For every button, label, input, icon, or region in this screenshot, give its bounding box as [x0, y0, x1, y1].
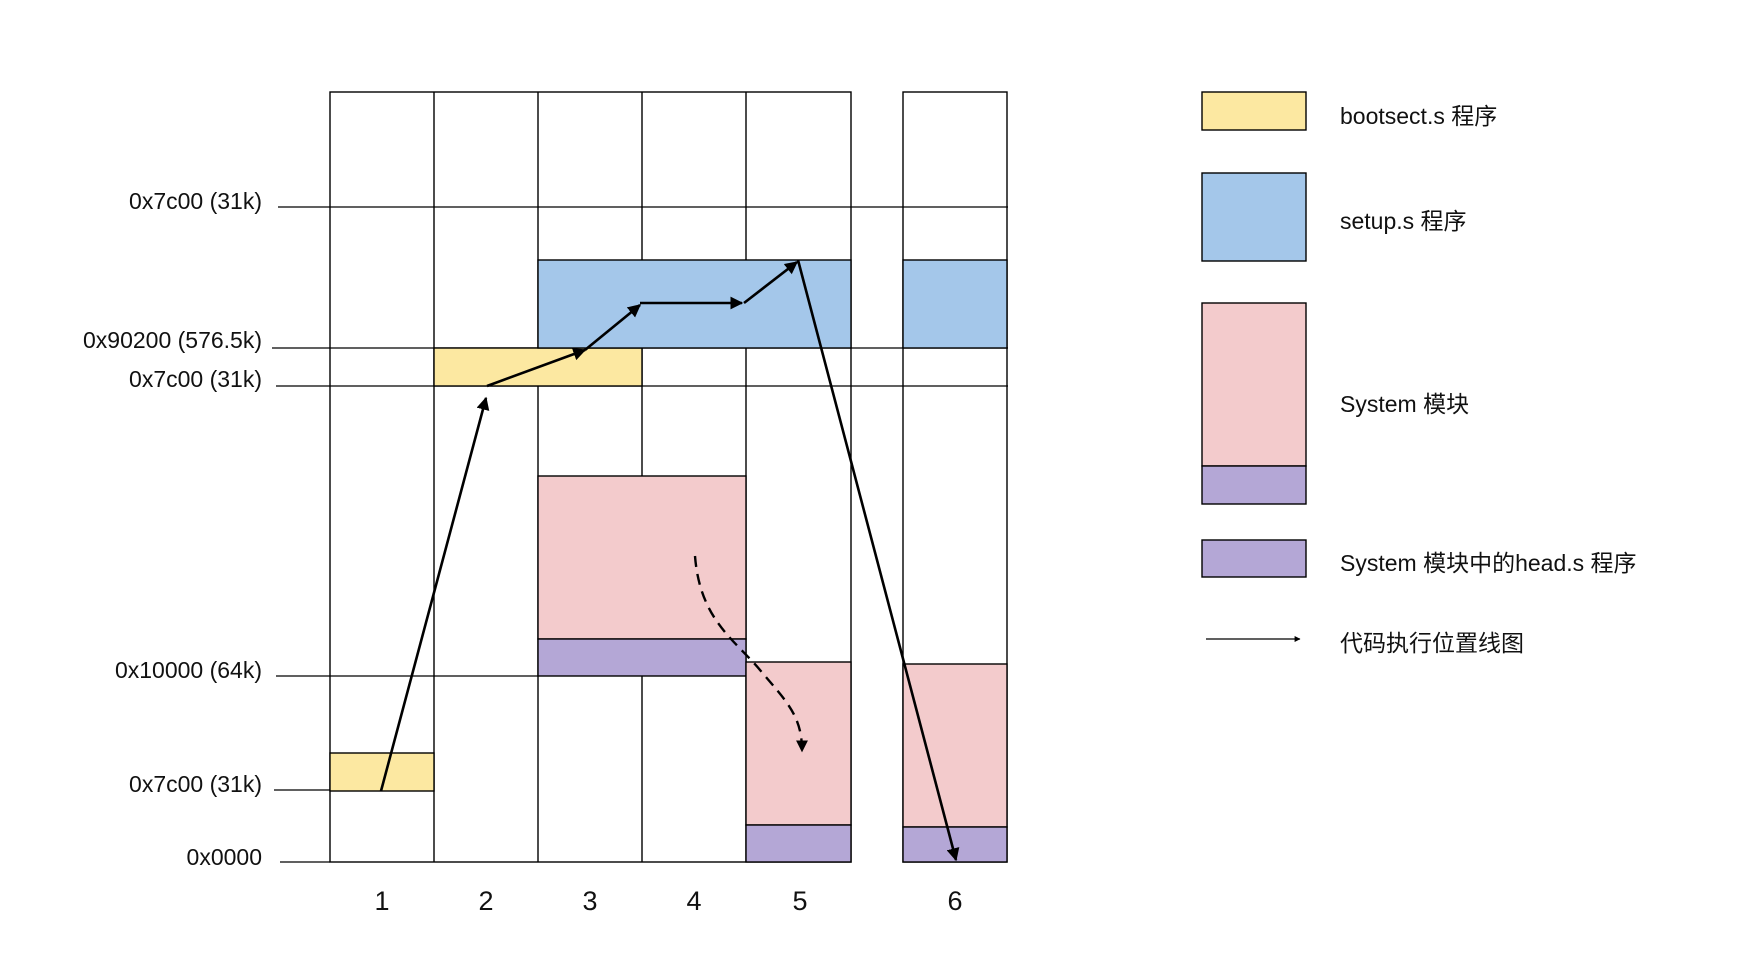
step-labels: 1 2 3 4 5 6	[374, 886, 962, 916]
address-labels: 0x7c00 (31k) 0x90200 (576.5k) 0x7c00 (31…	[83, 188, 262, 870]
step-label: 3	[582, 886, 597, 916]
columns-frame	[329, 91, 852, 863]
exec-arrow-1-2	[379, 396, 490, 792]
legend: bootsect.s 程序 setup.s 程序 System 模块 Syste…	[1201, 91, 1637, 656]
memory-blocks	[329, 259, 1008, 863]
legend-label-system: System 模块	[1340, 391, 1469, 417]
legend-swatch-setup	[1201, 172, 1307, 262]
legend-swatch-bootsect	[1201, 91, 1307, 131]
addr-label-90200: 0x90200 (576.5k)	[83, 327, 262, 353]
legend-label-arrow: 代码执行位置线图	[1340, 630, 1524, 656]
system-block-col6	[902, 663, 1008, 828]
dashed-arrow-icon	[693, 555, 808, 753]
system-block-col5	[745, 661, 852, 826]
exec-arrow-2-3	[486, 347, 587, 388]
exec-arrow-4-5	[743, 260, 799, 305]
step-label: 6	[947, 886, 962, 916]
addr-label-7c00: 0x7c00 (31k)	[129, 771, 262, 797]
step-label: 4	[686, 886, 701, 916]
step-label: 5	[792, 886, 807, 916]
addr-label-setup-top: 0x7c00 (31k)	[129, 188, 262, 214]
exec-arrow-5-6	[796, 259, 960, 862]
system-block-col3-4	[537, 475, 747, 640]
setup-block-col6	[902, 259, 1008, 349]
addr-label-90000: 0x7c00 (31k)	[129, 366, 262, 392]
execution-path	[379, 259, 960, 862]
step-label: 1	[374, 886, 389, 916]
legend-label-bootsect: bootsect.s 程序	[1340, 103, 1497, 129]
legend-swatch-system-head	[1201, 465, 1307, 505]
legend-swatch-system	[1201, 302, 1307, 467]
head-block-col3-4	[537, 638, 747, 677]
legend-label-setup: setup.s 程序	[1340, 208, 1467, 234]
step-label: 2	[478, 886, 493, 916]
exec-arrow-3-4	[584, 303, 642, 352]
legend-label-head: System 模块中的head.s 程序	[1340, 550, 1637, 576]
addr-label-0000: 0x0000	[187, 844, 262, 870]
legend-swatch-head	[1201, 539, 1307, 578]
addr-label-10000: 0x10000 (64k)	[115, 657, 262, 683]
head-block-col5	[745, 824, 852, 863]
